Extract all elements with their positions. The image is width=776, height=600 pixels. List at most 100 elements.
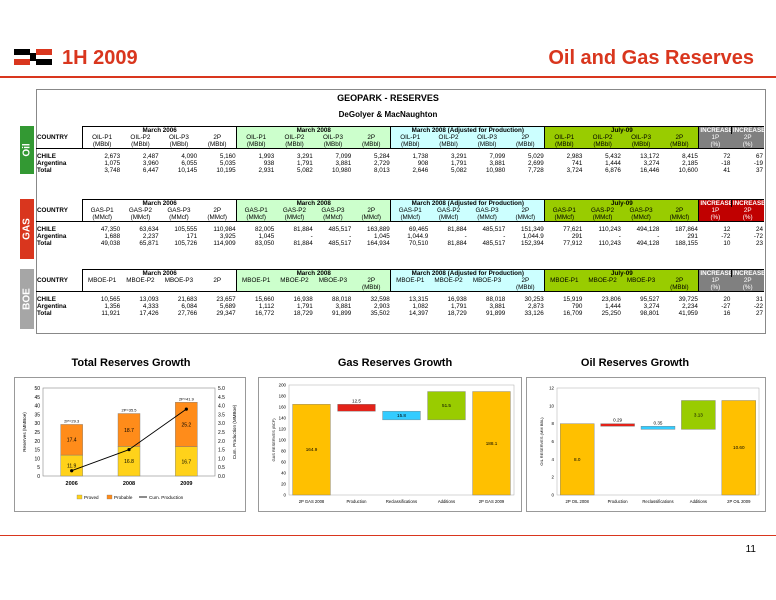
gas-reserves-chart-title: Gas Reserves Growth	[337, 357, 453, 369]
y2-tick-label: 2.5	[218, 430, 225, 436]
x-tick-label: Reclassifications	[386, 499, 417, 504]
table-cell: 29,347	[216, 310, 236, 317]
header-divider	[0, 76, 776, 78]
y2-axis-label: Cum. Production (MMBoe)	[232, 404, 237, 459]
total-reserves-chart-svg: 0 5 10 15 20 25 30 35 40 45 50 0.0 0.5 1.0 1.5 2.0 2.5 3.…	[22, 386, 237, 500]
column-unit: (MMcf)	[313, 214, 353, 222]
total-reserves-chart-title: Total Reserves Growth	[71, 357, 191, 369]
column-unit: (MMcf)	[506, 214, 545, 222]
y-tick-label: 6	[552, 439, 555, 444]
y2-tick-label: 4.5	[218, 395, 225, 401]
table-cell: 1,993	[258, 153, 275, 160]
table-cell: -	[657, 233, 660, 240]
column-unit: (MBbl)	[236, 141, 276, 149]
table-cell: 1,356	[104, 303, 121, 310]
y-tick-label: 0	[37, 474, 40, 480]
column-header: GAS-P2	[121, 207, 160, 214]
table-cell: 16,709	[563, 310, 583, 317]
y-tick-label: 30	[34, 421, 40, 427]
country-header: COUNTRY	[37, 134, 68, 141]
row-label: Argentina	[37, 160, 67, 167]
waterfall-value-label: 0.29	[613, 418, 622, 423]
table-cell: 14,397	[409, 310, 429, 317]
y-tick-label: 100	[279, 438, 287, 443]
column-header: MBOE-P1	[390, 277, 430, 284]
table-cell: 2,873	[528, 303, 544, 310]
table-cell: 152,394	[521, 240, 544, 247]
table-cell: 1,112	[258, 303, 275, 310]
table-cell: 485,517	[328, 226, 352, 233]
waterfall-value-label: 8.0	[574, 457, 581, 462]
column-header: 2P	[506, 277, 545, 284]
column-header: 2P	[731, 134, 764, 141]
column-unit	[236, 284, 276, 292]
table-cell: 10,565	[100, 296, 121, 303]
column-header: 2P	[731, 277, 764, 284]
table-cell: 114,909	[213, 240, 236, 247]
table-cell: 1,045	[258, 233, 275, 240]
oil-reserves-chart: 0 2 4 6 8 10 12 OIL RESERVES (MM BBL) 8.0 2P OIL …	[526, 377, 766, 512]
y2-tick-label: 1.5	[218, 448, 225, 454]
increase-header: INCREASE	[698, 199, 732, 207]
table-cell: 938	[263, 160, 275, 167]
waterfall-bar	[560, 423, 595, 496]
table-cell: 3,748	[104, 167, 121, 174]
waterfall-bar	[292, 404, 331, 496]
table-cell: 18,729	[293, 310, 313, 317]
column-header: OIL-P2	[429, 134, 468, 141]
table-cell: 3,881	[335, 160, 352, 167]
waterfall-bar	[681, 400, 716, 430]
table-cell: 4,090	[181, 153, 198, 160]
column-header: 2P	[506, 134, 545, 141]
column-header: 2P	[352, 207, 391, 214]
table-cell: 3,881	[489, 160, 506, 167]
column-header: MBOE-P3	[313, 277, 353, 284]
waterfall-value-label: 12.5	[352, 398, 361, 403]
table-cell: 3,925	[219, 233, 236, 240]
column-unit	[313, 284, 353, 292]
probable-bar	[117, 413, 141, 447]
column-unit: (MBbl)	[352, 141, 391, 149]
column-header: 1P	[698, 134, 732, 141]
table-cell: 13,093	[139, 296, 159, 303]
column-unit	[467, 284, 507, 292]
column-unit: (MBbl)	[660, 141, 699, 149]
table-cell: 23,806	[601, 296, 621, 303]
table-cell: 81,884	[447, 226, 467, 233]
y-axis-label: GAS RESERVES (BCF)	[271, 418, 276, 462]
table-cell: 1,082	[412, 303, 429, 310]
table-cell: 3,274	[643, 303, 660, 310]
table-cell: 98,801	[640, 310, 660, 317]
column-header: 2P	[352, 277, 391, 284]
row-label: CHILE	[37, 226, 56, 233]
legend-proved-swatch	[76, 494, 83, 500]
y-tick-label: 200	[279, 383, 287, 388]
gas-reserves-chart-svg: 0 20 40 60 80 100 120 140 160 180 200 GAS RESERVES …	[271, 383, 515, 504]
table-cell: 16,938	[447, 296, 467, 303]
plot-frame	[288, 384, 515, 496]
column-header: GAS-P3	[313, 207, 353, 214]
proved-value-label: 16.7	[181, 459, 191, 465]
column-unit: (%)	[698, 284, 732, 292]
table-cell: 105,726	[174, 240, 198, 247]
table-cell: -72	[753, 233, 763, 240]
table-cell: 494,128	[636, 240, 660, 247]
y-tick-label: 140	[279, 416, 287, 421]
table-cell: 291	[687, 233, 698, 240]
y-axis-label: Reserves (MMBoe)	[22, 412, 27, 452]
table-cell: 2,931	[258, 167, 275, 174]
table-cell: 485,517	[482, 240, 506, 247]
country-header: COUNTRY	[37, 277, 68, 284]
table-cell: 25,250	[601, 310, 621, 317]
x-tick-label: Reclassifications	[642, 499, 673, 504]
table-cell: 16,446	[640, 167, 660, 174]
table-cell: 3,881	[335, 303, 352, 310]
column-header: OIL-P3	[621, 134, 661, 141]
table-cell: -22	[753, 303, 763, 310]
table-cell: 5,082	[451, 167, 467, 174]
column-unit: (MBbl)	[121, 141, 160, 149]
increase-header: INCREASE	[698, 126, 732, 134]
row-label: CHILE	[37, 296, 56, 303]
y-axis-label: OIL RESERVES (MM BBL)	[539, 417, 544, 466]
row-label: CHILE	[37, 153, 56, 160]
